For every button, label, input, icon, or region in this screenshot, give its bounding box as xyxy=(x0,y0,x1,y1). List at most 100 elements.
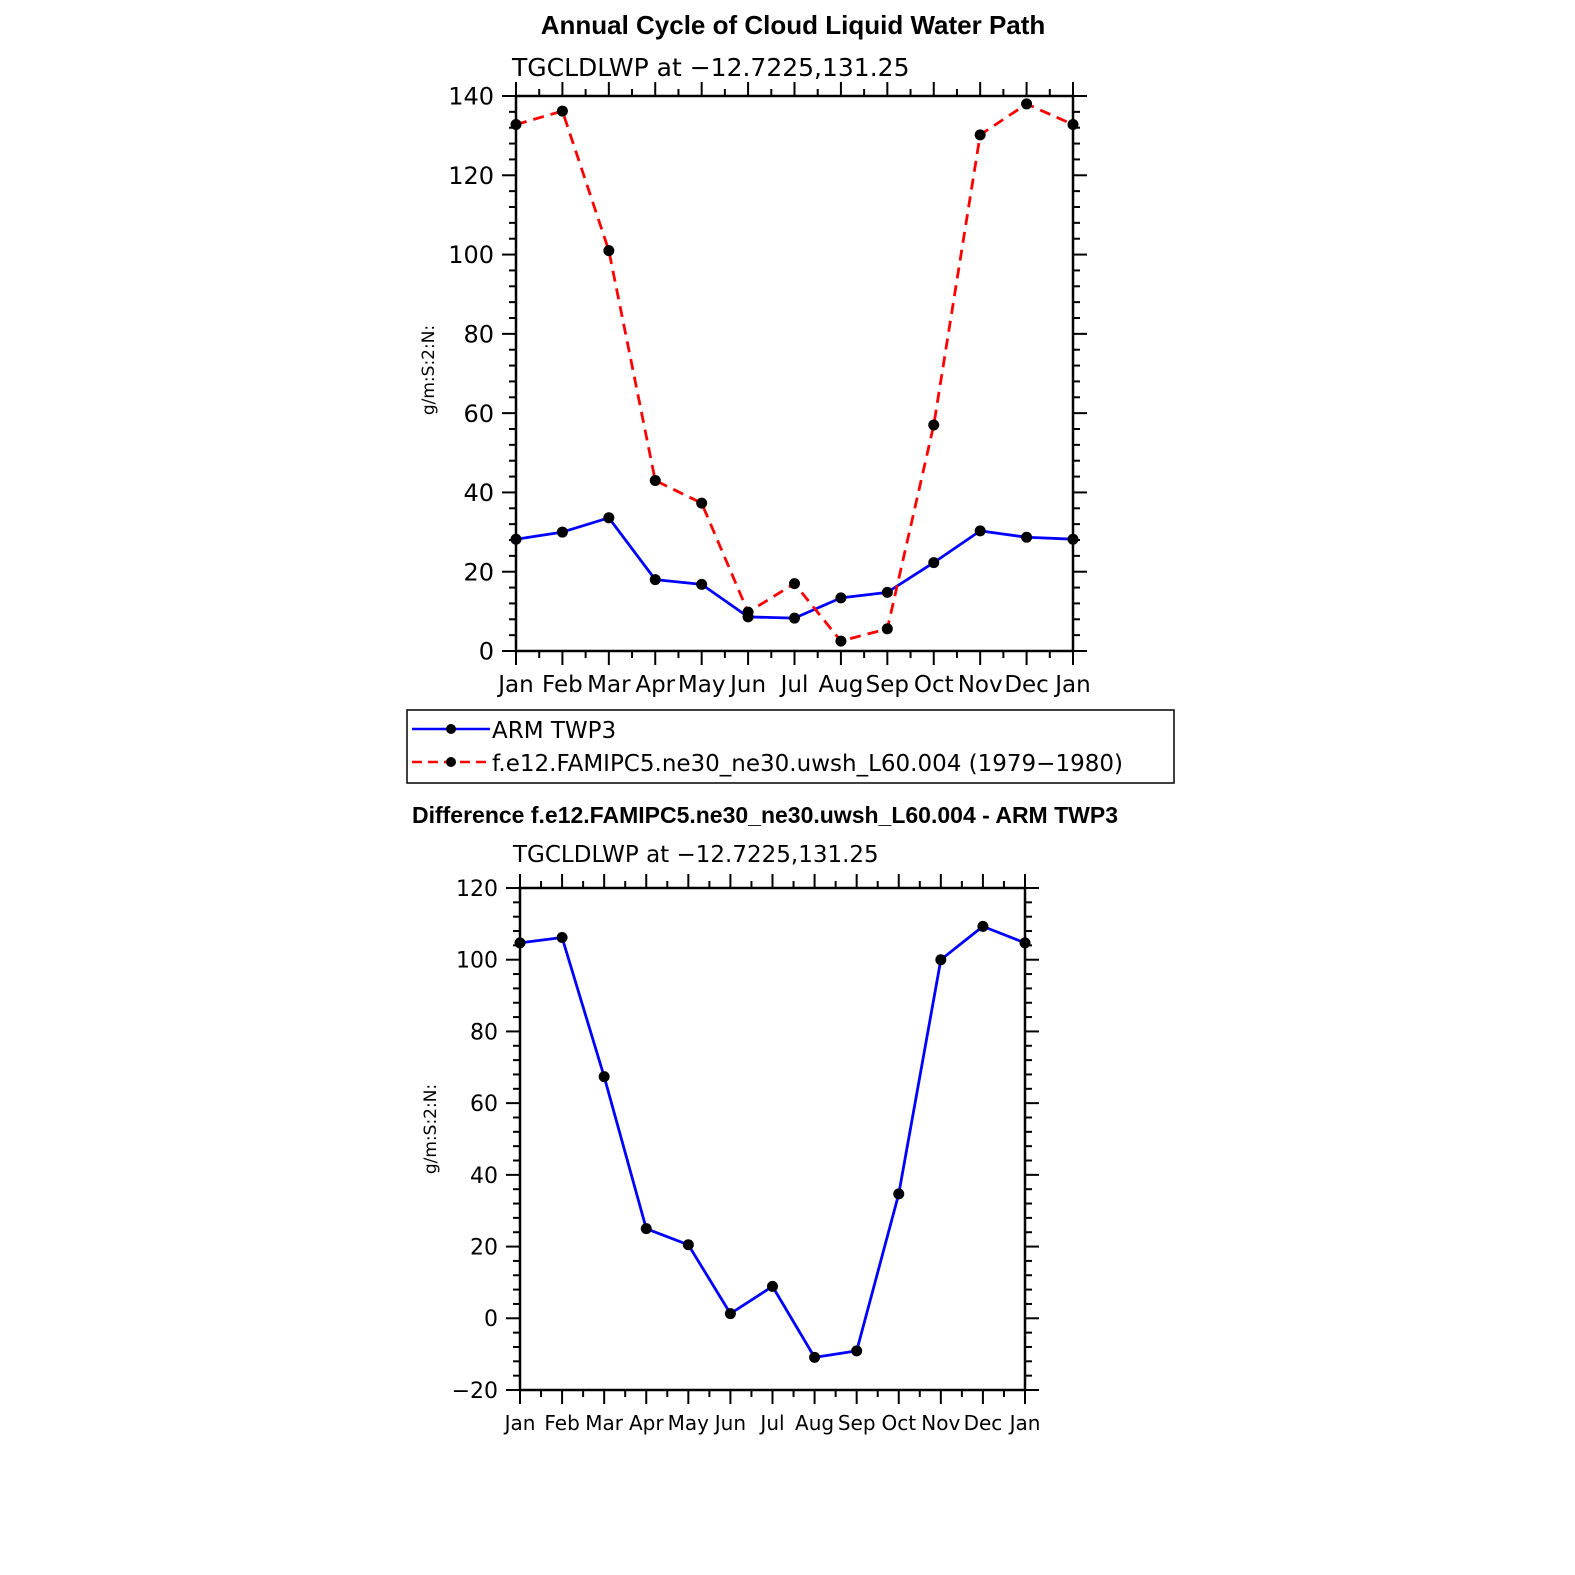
x-tick-label: Nov xyxy=(921,1411,960,1435)
x-tick-label: Mar xyxy=(585,1411,624,1435)
x-tick-label: Sep xyxy=(866,672,909,698)
data-point xyxy=(598,1071,610,1083)
data-point xyxy=(682,1239,694,1251)
x-tick-label: Sep xyxy=(838,1411,876,1435)
data-point xyxy=(603,245,615,257)
x-tick-label: May xyxy=(668,1411,710,1435)
x-tick-label: Jan xyxy=(1008,1411,1041,1435)
y-tick-label: 20 xyxy=(470,1235,498,1260)
x-tick-label: Feb xyxy=(542,672,583,698)
data-point xyxy=(977,920,989,932)
x-tick-label: Jul xyxy=(779,672,809,698)
data-point xyxy=(1019,937,1031,949)
x-tick-label: Apr xyxy=(635,672,675,698)
data-point xyxy=(1021,531,1033,543)
data-point xyxy=(556,931,568,943)
chart-annual-cycle: Annual Cycle of Cloud Liquid Water Path … xyxy=(419,10,1091,698)
chart-series-group xyxy=(510,98,1079,647)
x-tick-label: Jul xyxy=(758,1411,784,1435)
series-line-0 xyxy=(515,516,1074,620)
data-point xyxy=(789,578,800,590)
chart-title: Difference f.e12.FAMIPC5.ne30_ne30.uwsh_… xyxy=(412,802,1118,828)
series-line-1 xyxy=(515,102,1074,643)
y-tick-label: −20 xyxy=(452,1379,498,1404)
data-point xyxy=(809,1351,821,1363)
series-line-0 xyxy=(519,924,1026,1359)
chart-axes: Jan Feb Mar Apr May Jun Jul Aug Sep Oct Nov Dec Jan−… xyxy=(452,874,1041,1435)
chart-axes: Jan Feb Mar Apr May Jun Jul Aug Sep Oct Nov Dec Jan0… xyxy=(448,82,1091,698)
legend-label-arm: ARM TWP3 xyxy=(492,718,616,744)
data-point xyxy=(935,954,947,966)
legend-marker-arm xyxy=(446,724,456,734)
x-tick-label: Dec xyxy=(964,1411,1003,1435)
data-point xyxy=(1021,98,1033,110)
chart-series-group xyxy=(514,920,1031,1363)
y-tick-label: 60 xyxy=(463,400,494,428)
data-point xyxy=(835,635,847,647)
data-point xyxy=(649,475,661,487)
data-point xyxy=(974,525,986,537)
x-tick-label: Jan xyxy=(503,1411,536,1435)
x-tick-label: Jan xyxy=(1053,672,1090,698)
x-tick-label: Feb xyxy=(544,1411,579,1435)
y-tick-label: 20 xyxy=(463,558,494,586)
data-point xyxy=(742,606,754,618)
y-tick-label: 80 xyxy=(463,320,494,348)
data-point xyxy=(881,586,893,598)
plot-frame xyxy=(518,886,1027,1392)
x-tick-label: Aug xyxy=(818,672,863,698)
data-point xyxy=(514,937,526,949)
x-tick-label: Dec xyxy=(1004,672,1049,698)
x-tick-label: Jun xyxy=(728,672,766,698)
x-tick-label: Jun xyxy=(713,1411,746,1435)
data-point xyxy=(1067,533,1079,545)
y-tick-label: 100 xyxy=(456,949,498,974)
legend-marker-model xyxy=(446,757,456,767)
data-point xyxy=(556,526,568,538)
data-point xyxy=(835,592,847,604)
data-point xyxy=(510,119,522,131)
data-point xyxy=(974,129,986,141)
x-tick-label: May xyxy=(678,672,726,698)
data-point xyxy=(851,1345,863,1357)
y-tick-label: 100 xyxy=(448,241,494,269)
x-tick-label: Oct xyxy=(914,672,954,698)
x-tick-label: Apr xyxy=(629,1411,664,1435)
x-tick-label: Oct xyxy=(881,1411,916,1435)
x-tick-label: Jan xyxy=(496,672,533,698)
x-tick-label: Nov xyxy=(958,672,1003,698)
data-point xyxy=(767,1280,778,1292)
y-tick-label: 120 xyxy=(456,877,498,902)
data-point xyxy=(696,497,708,509)
y-tick-label: 80 xyxy=(470,1020,498,1045)
data-point xyxy=(640,1223,652,1235)
data-point xyxy=(556,105,568,117)
chart-difference: Difference f.e12.FAMIPC5.ne30_ne30.uwsh_… xyxy=(412,802,1118,1435)
data-point xyxy=(649,574,661,586)
data-point xyxy=(881,623,893,635)
y-tick-label: 0 xyxy=(484,1307,498,1332)
y-tick-label: 0 xyxy=(479,638,494,666)
data-point xyxy=(696,578,708,590)
chart-legend: ARM TWP3 f.e12.FAMIPC5.ne30_ne30.uwsh_L6… xyxy=(406,709,1175,784)
data-point xyxy=(928,419,940,431)
chart-subtitle: TGCLDLWP at −12.7225,131.25 xyxy=(512,842,879,868)
data-point xyxy=(724,1308,736,1320)
data-point xyxy=(928,557,940,569)
y-tick-label: 140 xyxy=(448,83,494,111)
y-axis-label: g/m:S:2:N: xyxy=(421,1084,441,1174)
x-tick-label: Mar xyxy=(587,672,631,698)
data-point xyxy=(1067,119,1079,131)
data-point xyxy=(510,533,522,545)
data-point xyxy=(893,1188,905,1200)
chart-subtitle: TGCLDLWP at −12.7225,131.25 xyxy=(511,53,909,82)
data-point xyxy=(603,512,615,524)
x-tick-label: Aug xyxy=(795,1411,834,1435)
plot-frame xyxy=(514,94,1075,653)
legend-box xyxy=(406,709,1175,784)
data-point xyxy=(789,612,800,624)
legend-label-model: f.e12.FAMIPC5.ne30_ne30.uwsh_L60.004 (19… xyxy=(492,751,1123,777)
chart-title: Annual Cycle of Cloud Liquid Water Path xyxy=(541,10,1046,40)
y-axis-label: g/m:S:2:N: xyxy=(419,325,439,415)
